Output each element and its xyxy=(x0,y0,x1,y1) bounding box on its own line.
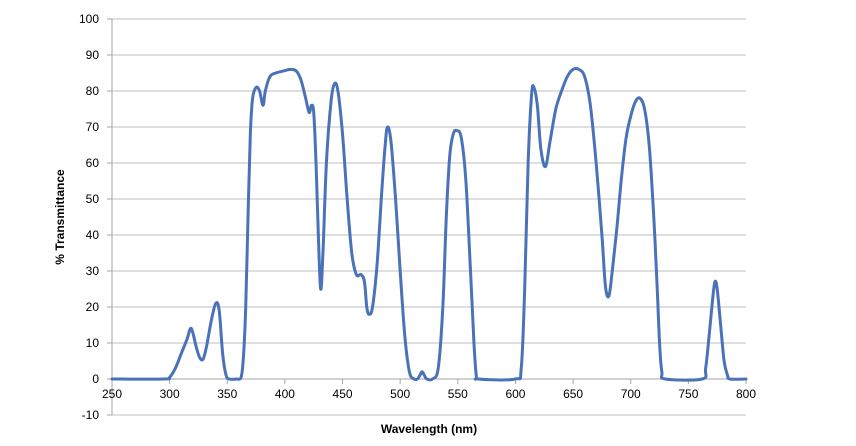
x-tick-label: 750 xyxy=(678,387,698,401)
gridlines xyxy=(112,18,746,416)
y-tick-label: 30 xyxy=(86,264,100,278)
x-tick-label: 500 xyxy=(390,387,410,401)
x-tick-label: 350 xyxy=(217,387,237,401)
y-tick-label: 70 xyxy=(86,120,100,134)
x-tick-label: 450 xyxy=(333,387,353,401)
y-tick-label: 0 xyxy=(92,372,99,386)
tick-labels: -10 0 10 20 30 40 50 60 70 80 90 100 250 300 350 400 450… xyxy=(79,12,756,422)
x-tick-label: 800 xyxy=(736,387,756,401)
y-tick-label: 20 xyxy=(86,300,100,314)
x-tick-label: 250 xyxy=(102,387,122,401)
series-line xyxy=(110,67,748,382)
y-tick-label: 80 xyxy=(86,84,100,98)
y-tick-label: 50 xyxy=(86,192,100,206)
x-tick-label: 650 xyxy=(563,387,583,401)
x-axis-title: Wavelength (nm) xyxy=(381,422,477,436)
x-tick-label: 400 xyxy=(275,387,295,401)
x-tick-label: 600 xyxy=(505,387,525,401)
y-tick-label: 90 xyxy=(86,48,100,62)
x-tick-label: 300 xyxy=(160,387,180,401)
y-tick-label: 60 xyxy=(86,156,100,170)
x-tick-label: 700 xyxy=(621,387,641,401)
y-tick-label: 10 xyxy=(86,336,100,350)
y-axis-title: % Transmittance xyxy=(53,169,67,265)
y-tick-label: -10 xyxy=(82,408,100,422)
y-tick-label: 100 xyxy=(79,12,99,26)
x-tick-label: 550 xyxy=(448,387,468,401)
y-tick-label: 40 xyxy=(86,228,100,242)
series-layer xyxy=(110,67,748,382)
